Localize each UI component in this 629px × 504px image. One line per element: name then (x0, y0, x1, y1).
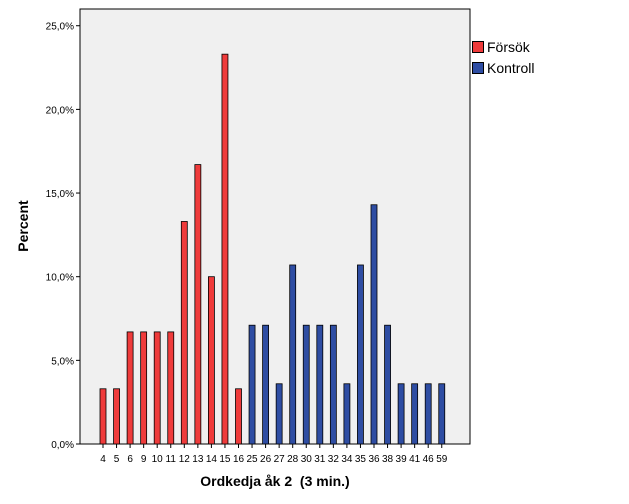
bar-kontroll-38 (384, 324, 391, 445)
x-tick-label: 12 (179, 454, 191, 465)
bar-kontroll-59 (438, 383, 446, 445)
bar-forsok-4 (99, 388, 107, 445)
legend: Försök Kontroll (472, 36, 534, 78)
x-tick-label: 11 (166, 454, 177, 465)
y-tick-label: 25,0% (46, 22, 74, 33)
x-tick-label: 16 (233, 454, 245, 465)
y-tick-label: 5,0% (51, 356, 74, 367)
bar-kontroll-25 (248, 324, 256, 445)
plot-area (79, 8, 471, 445)
x-tick-label: 28 (287, 454, 299, 465)
bars (99, 53, 446, 445)
bar-kontroll-32 (329, 324, 337, 445)
y-tick-label: 0,0% (51, 440, 74, 451)
x-tick-label: 6 (127, 454, 133, 465)
legend-item-kontroll: Kontroll (472, 57, 534, 78)
x-tick-label: 15 (219, 454, 231, 465)
x-tick-label: 34 (341, 454, 353, 465)
y-axis-label: Percent (15, 200, 31, 252)
bar-kontroll-35 (357, 264, 364, 445)
x-tick-label: 4 (100, 454, 106, 465)
bar-forsok-11 (167, 331, 175, 445)
x-tick-label: 14 (206, 454, 218, 465)
bar-forsok-15 (221, 53, 229, 445)
x-tick-label: 5 (114, 454, 120, 465)
x-tick-label: 25 (246, 454, 258, 465)
legend-swatch-kontroll (472, 61, 484, 74)
legend-swatch-forsok (472, 40, 484, 53)
x-tick-label: 39 (396, 454, 408, 465)
bar-forsok-6 (126, 331, 134, 445)
bar-forsok-16 (235, 388, 242, 445)
y-axis: 0,0% 5,0% 10,0% 15,0% 20,0% 25,0% (46, 22, 80, 451)
x-tick-label: 10 (152, 454, 164, 465)
x-tick-label: 32 (328, 454, 340, 465)
bar-kontroll-26 (262, 324, 270, 445)
bar-kontroll-30 (302, 324, 310, 445)
legend-label-kontroll: Kontroll (487, 59, 535, 76)
x-axis-label: Ordkedja åk 2 (3 min.) (200, 473, 349, 489)
bar-kontroll-31 (316, 324, 324, 445)
x-tick-label: 30 (301, 454, 313, 465)
x-tick-label: 41 (409, 454, 421, 465)
x-tick-label: 31 (314, 454, 326, 465)
x-tick-label: 46 (423, 454, 435, 465)
bar-forsok-12 (180, 221, 188, 445)
bar-forsok-10 (153, 331, 161, 445)
legend-item-forsok: Försök (472, 36, 534, 57)
bar-forsok-13 (194, 164, 202, 445)
x-tick-label: 36 (368, 454, 380, 465)
bar-kontroll-34 (343, 383, 351, 445)
y-tick-label: 15,0% (46, 189, 74, 200)
x-tick-label: 59 (436, 454, 448, 465)
bar-forsok-14 (207, 276, 215, 445)
x-tick-label: 9 (141, 454, 147, 465)
bar-kontroll-36 (370, 204, 378, 445)
y-tick-label: 20,0% (46, 105, 74, 116)
legend-label-forsok: Försök (487, 38, 530, 55)
x-tick-label: 35 (355, 454, 367, 465)
y-tick-label: 10,0% (46, 273, 74, 284)
bar-kontroll-41 (411, 383, 419, 445)
bar-forsok-5 (113, 388, 120, 445)
bar-forsok-9 (140, 331, 148, 445)
x-tick-label: 27 (274, 454, 286, 465)
x-tick-label: 26 (260, 454, 272, 465)
bar-kontroll-46 (424, 383, 432, 445)
bar-kontroll-39 (397, 383, 405, 445)
bar-kontroll-28 (289, 264, 297, 445)
x-tick-label: 13 (192, 454, 204, 465)
x-axis: 4 5 6 9 10 11 12 13 14 15 16 25 26 27 28 30 31 32 34 35 36 38… (100, 444, 448, 465)
bar-kontroll-27 (275, 383, 283, 445)
x-tick-label: 38 (382, 454, 394, 465)
